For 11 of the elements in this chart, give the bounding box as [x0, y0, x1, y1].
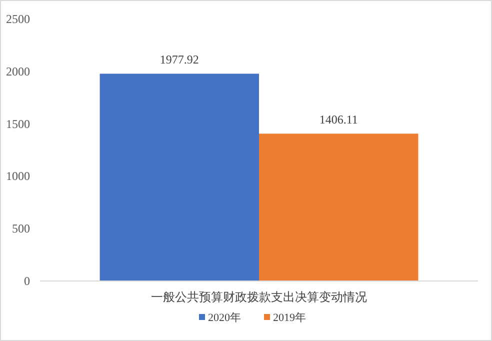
x-tick-label: 一般公共预算财政拨款支出决算变动情况 — [151, 290, 367, 304]
y-tick-label: 0 — [24, 274, 30, 288]
y-tick-label: 1000 — [6, 169, 30, 184]
y-tick-label: 2500 — [6, 12, 30, 26]
data-label: 1977.92 — [160, 52, 199, 67]
y-tick-label: 1500 — [6, 116, 30, 131]
y-tick-label: 2000 — [6, 64, 30, 78]
y-tick-label: 500 — [12, 222, 30, 236]
legend-label: 2020年 — [208, 312, 241, 324]
data-label: 1406.11 — [319, 112, 358, 127]
legend-label: 2019年 — [273, 312, 306, 324]
